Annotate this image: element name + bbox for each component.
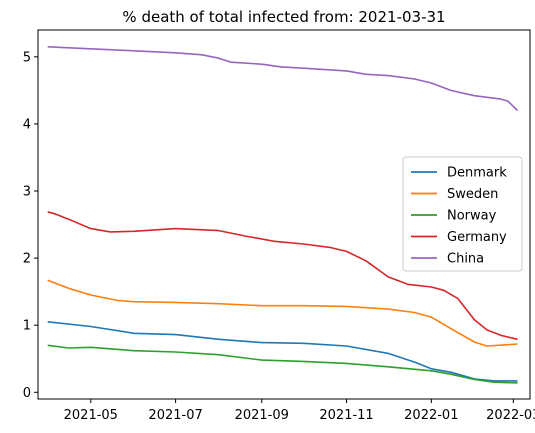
series-line-china bbox=[47, 46, 519, 112]
legend-box bbox=[402, 156, 523, 272]
series-line-norway bbox=[47, 344, 518, 384]
x-tick-label: 2021-07 bbox=[148, 408, 202, 423]
y-tick-label: 5 bbox=[23, 50, 31, 65]
legend-label-sweden: Sweden bbox=[447, 187, 498, 202]
legend-label-norway: Norway bbox=[447, 209, 497, 224]
legend-label-china: China bbox=[447, 252, 484, 267]
legend-label-germany: Germany bbox=[447, 230, 507, 245]
y-axis: 0 1 2 3 4 5 bbox=[23, 50, 38, 401]
chart-title: % death of total infected from: 2021-03-… bbox=[122, 8, 445, 26]
series-line-sweden bbox=[47, 279, 518, 347]
x-tick-label: 2022-03 bbox=[486, 408, 535, 423]
y-tick-label: 2 bbox=[23, 252, 31, 267]
legend-label-denmark: Denmark bbox=[447, 166, 507, 181]
x-tick-label: 2021-09 bbox=[235, 408, 289, 423]
y-tick-label: 4 bbox=[23, 117, 31, 132]
series-line-germany bbox=[47, 211, 518, 341]
x-tick-label: 2021-05 bbox=[64, 408, 118, 423]
x-tick-label: 2022-01 bbox=[404, 408, 458, 423]
series-lines bbox=[47, 46, 519, 384]
y-tick-label: 1 bbox=[23, 319, 31, 334]
legend: Denmark Sweden Norway Germany China bbox=[402, 156, 523, 272]
y-tick-label: 3 bbox=[23, 185, 31, 200]
x-axis: 2021-05 2021-07 2021-09 2021-11 2022-01 2022-… bbox=[64, 399, 535, 423]
y-tick-label: 0 bbox=[23, 386, 31, 401]
series-line-denmark bbox=[47, 321, 518, 382]
x-tick-label: 2021-11 bbox=[319, 408, 373, 423]
plot-frame bbox=[37, 29, 531, 400]
